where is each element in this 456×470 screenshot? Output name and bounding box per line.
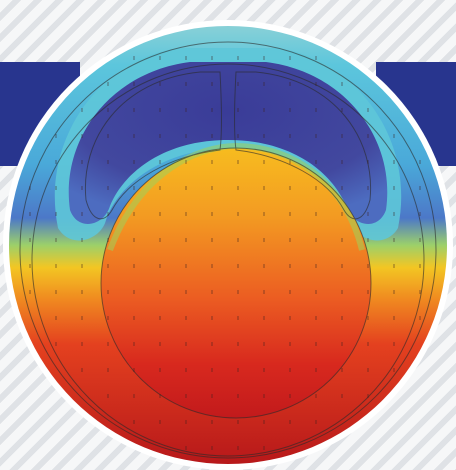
inner-hot-sphere (101, 148, 371, 418)
contour-lines (19, 41, 437, 459)
cold-region (68, 62, 388, 224)
vector-arrows (29, 56, 421, 450)
